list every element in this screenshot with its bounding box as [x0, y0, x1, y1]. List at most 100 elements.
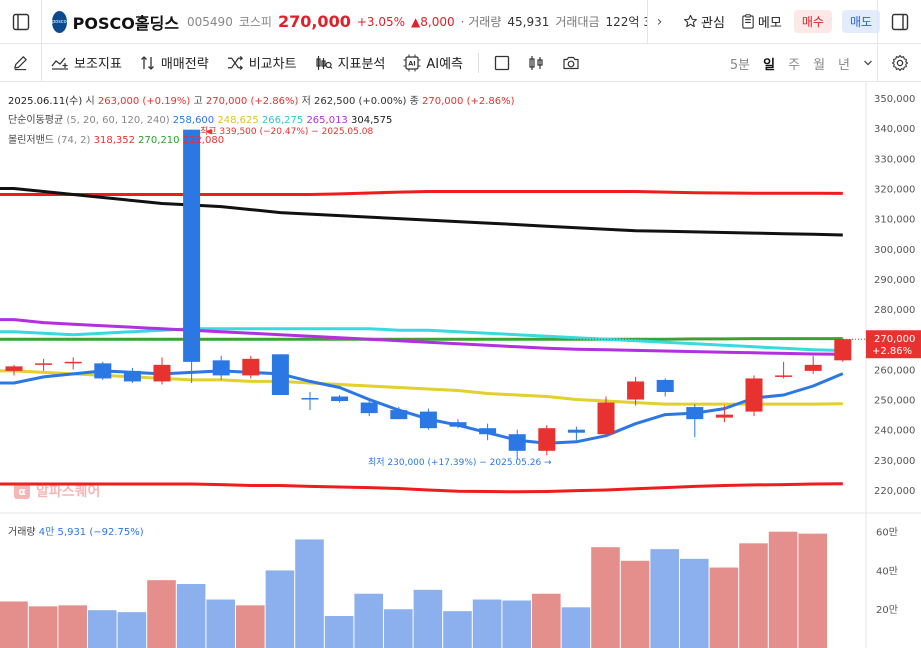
- memo-button[interactable]: 메모: [735, 12, 788, 31]
- analysis-button[interactable]: 지표분석: [306, 53, 395, 72]
- shuffle-icon: [227, 55, 243, 70]
- volume-info-label: 거래량: [8, 527, 36, 538]
- period-day[interactable]: 일: [763, 57, 776, 73]
- indicators-label: 보조지표: [74, 57, 122, 72]
- ai-forecast-button[interactable]: AI AI예측: [394, 53, 472, 72]
- candle-body[interactable]: [64, 361, 82, 364]
- ohlc-date: 2025.06.11(수): [8, 96, 83, 107]
- ma-legend[interactable]: 단순이동평균 (5, 20, 60, 120, 240) 258,600 248…: [8, 111, 392, 126]
- period-5min[interactable]: 5분: [729, 57, 751, 73]
- low-value: 262,500 (+0.00%): [313, 96, 407, 107]
- volume-bar: [532, 593, 561, 648]
- ai-chip-icon: AI: [403, 54, 421, 71]
- price-tick-label: 230,000: [874, 456, 915, 467]
- candle-body[interactable]: [360, 402, 378, 414]
- candle-body[interactable]: [597, 402, 615, 435]
- chevron-right-icon[interactable]: ›: [647, 0, 671, 44]
- volume-bar: [443, 611, 472, 648]
- volume-tick-label: 60만: [876, 527, 898, 539]
- ai-forecast-label: AI예측: [426, 57, 464, 72]
- price-tick-label: 350,000: [874, 94, 915, 105]
- draw-tool-button[interactable]: [0, 43, 42, 82]
- trade-value: 122억 3,: [605, 15, 647, 29]
- price-tick-label: 220,000: [874, 486, 915, 497]
- watch-button[interactable]: 관심: [677, 12, 731, 31]
- analysis-label: 지표분석: [337, 57, 386, 72]
- stock-market: 코스피: [238, 15, 272, 29]
- price-tick-label: 320,000: [874, 184, 915, 195]
- candle-body[interactable]: [449, 422, 467, 427]
- volume-bar: [798, 533, 827, 648]
- volume-value: 45,931: [507, 14, 550, 29]
- candle-body[interactable]: [94, 363, 112, 379]
- volume-tick-label: 20만: [876, 604, 898, 616]
- last-pct-text: +2.86%: [872, 346, 912, 357]
- ma-label: 단순이동평균: [8, 115, 64, 126]
- stock-name[interactable]: POSCO홀딩스: [72, 13, 180, 33]
- period-year[interactable]: 년: [838, 57, 850, 73]
- candle-body[interactable]: [538, 428, 556, 451]
- candlestick-icon: [529, 55, 543, 70]
- candle-body[interactable]: [331, 396, 349, 402]
- candle-body[interactable]: [715, 414, 733, 418]
- candle-body[interactable]: [5, 366, 23, 371]
- bollinger-lower: 222,080: [182, 135, 225, 146]
- fullscreen-button[interactable]: [485, 55, 519, 71]
- camera-icon: [563, 56, 579, 69]
- chevron-down-icon[interactable]: [863, 58, 873, 68]
- candle-body[interactable]: [242, 358, 260, 376]
- candle-body[interactable]: [834, 339, 852, 361]
- period-selector: 5분 일 주 월 년: [730, 44, 873, 82]
- settings-button[interactable]: [877, 44, 921, 82]
- close-label: 종: [409, 96, 419, 107]
- screenshot-button[interactable]: [553, 55, 589, 71]
- stock-price: 270,000: [277, 12, 351, 31]
- candle-body[interactable]: [390, 410, 408, 420]
- candle-body[interactable]: [183, 129, 201, 362]
- candle-body[interactable]: [775, 375, 793, 377]
- candle-body[interactable]: [627, 381, 645, 400]
- candle-body[interactable]: [508, 434, 526, 451]
- candle-body[interactable]: [656, 379, 674, 392]
- volume-bar: [768, 531, 798, 648]
- candle-body[interactable]: [271, 354, 289, 396]
- sidebar-toggle-icon[interactable]: [0, 0, 42, 44]
- price-tick-label: 260,000: [874, 365, 915, 376]
- candle-body[interactable]: [686, 407, 704, 420]
- period-week[interactable]: 주: [788, 57, 801, 73]
- bollinger-label: 볼린저밴드: [8, 135, 54, 146]
- volume-bar: [354, 593, 383, 648]
- ma60-line: [0, 327, 843, 352]
- stock-change-pct: +3.05%: [356, 14, 406, 29]
- indicators-button[interactable]: 보조지표: [42, 53, 131, 72]
- candle-body[interactable]: [153, 364, 171, 382]
- candle-body[interactable]: [123, 370, 141, 382]
- chart-type-button[interactable]: [519, 55, 553, 71]
- candle-body[interactable]: [212, 360, 230, 376]
- sell-button[interactable]: 매도: [841, 10, 881, 33]
- buy-sell-arrows-icon: [140, 55, 154, 70]
- candle-body[interactable]: [745, 378, 763, 412]
- buy-button[interactable]: 매수: [793, 10, 832, 33]
- candle-body[interactable]: [301, 398, 319, 400]
- stock-change-amount: ▲8,000: [411, 14, 455, 29]
- price-tick-label: 240,000: [874, 426, 915, 437]
- candle-body[interactable]: [479, 428, 497, 435]
- period-month[interactable]: 월: [813, 57, 826, 73]
- strategy-button[interactable]: 매매전략: [131, 53, 218, 72]
- candle-body[interactable]: [804, 364, 822, 371]
- top-bar: posco POSCO홀딩스 005490 코스피 270,000 +3.05%…: [0, 0, 921, 44]
- candle-body[interactable]: [35, 363, 53, 365]
- price-chart[interactable]: 350,000 340,000 330,000 320,000 310,000 300,0…: [0, 82, 921, 648]
- ma5-line: [0, 369, 844, 445]
- price-tick-label: 310,000: [874, 215, 915, 226]
- right-panel-toggle-icon[interactable]: [877, 0, 921, 44]
- candle-body[interactable]: [419, 411, 437, 429]
- volume-bar: [236, 605, 265, 648]
- compare-button[interactable]: 비교차트: [218, 53, 306, 72]
- chart-toolbar: 보조지표 매매전략 비교차트 지표분석 AI AI예측 5분 일 주 월 년: [0, 43, 921, 82]
- volume-label: · 거래량: [460, 15, 502, 29]
- candle-body[interactable]: [567, 429, 585, 433]
- ma5-value: 258,600: [172, 115, 215, 126]
- bollinger-legend[interactable]: 볼린저밴드 (74, 2) 318,352 270,210 222,080: [8, 131, 224, 146]
